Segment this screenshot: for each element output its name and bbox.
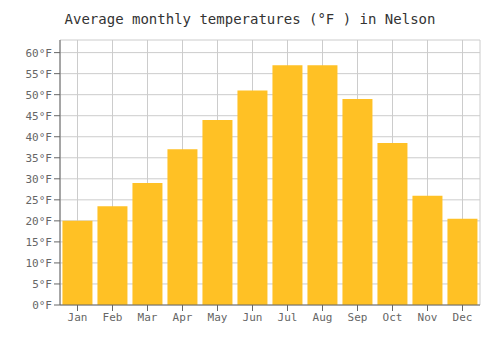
svg-text:Jul: Jul	[278, 311, 298, 324]
html-text:Average monthly temperatures (: Average monthly temperatures (°F ) in Ne…	[64, 11, 436, 27]
svg-text:Aug: Aug	[313, 311, 333, 324]
svg-text:40°F: 40°F	[26, 131, 53, 144]
svg-text:Jan: Jan	[68, 311, 88, 324]
svg-text:Feb: Feb	[103, 311, 123, 324]
svg-text:Nov: Nov	[418, 311, 438, 324]
svg-text:Sep: Sep	[348, 311, 368, 324]
svg-text:Jun: Jun	[243, 311, 263, 324]
svg-text:0°F: 0°F	[32, 299, 52, 312]
svg-text:25°F: 25°F	[26, 194, 53, 207]
svg-text:May: May	[208, 311, 228, 324]
svg-text:Mar: Mar	[138, 311, 158, 324]
svg-text:60°F: 60°F	[26, 47, 53, 60]
svg-text:30°F: 30°F	[26, 173, 53, 186]
svg-text:5°F: 5°F	[32, 278, 52, 291]
svg-text:35°F: 35°F	[26, 152, 53, 165]
svg-text:45°F: 45°F	[26, 110, 53, 123]
svg-text:Oct: Oct	[383, 311, 403, 324]
svg-text:15°F: 15°F	[26, 236, 53, 249]
svg-text:55°F: 55°F	[26, 68, 53, 81]
svg-text:10°F: 10°F	[26, 257, 53, 270]
svg-text:Dec: Dec	[453, 311, 473, 324]
svg-text:50°F: 50°F	[26, 89, 53, 102]
svg-text:Apr: Apr	[173, 311, 193, 324]
svg-text:20°F: 20°F	[26, 215, 53, 228]
